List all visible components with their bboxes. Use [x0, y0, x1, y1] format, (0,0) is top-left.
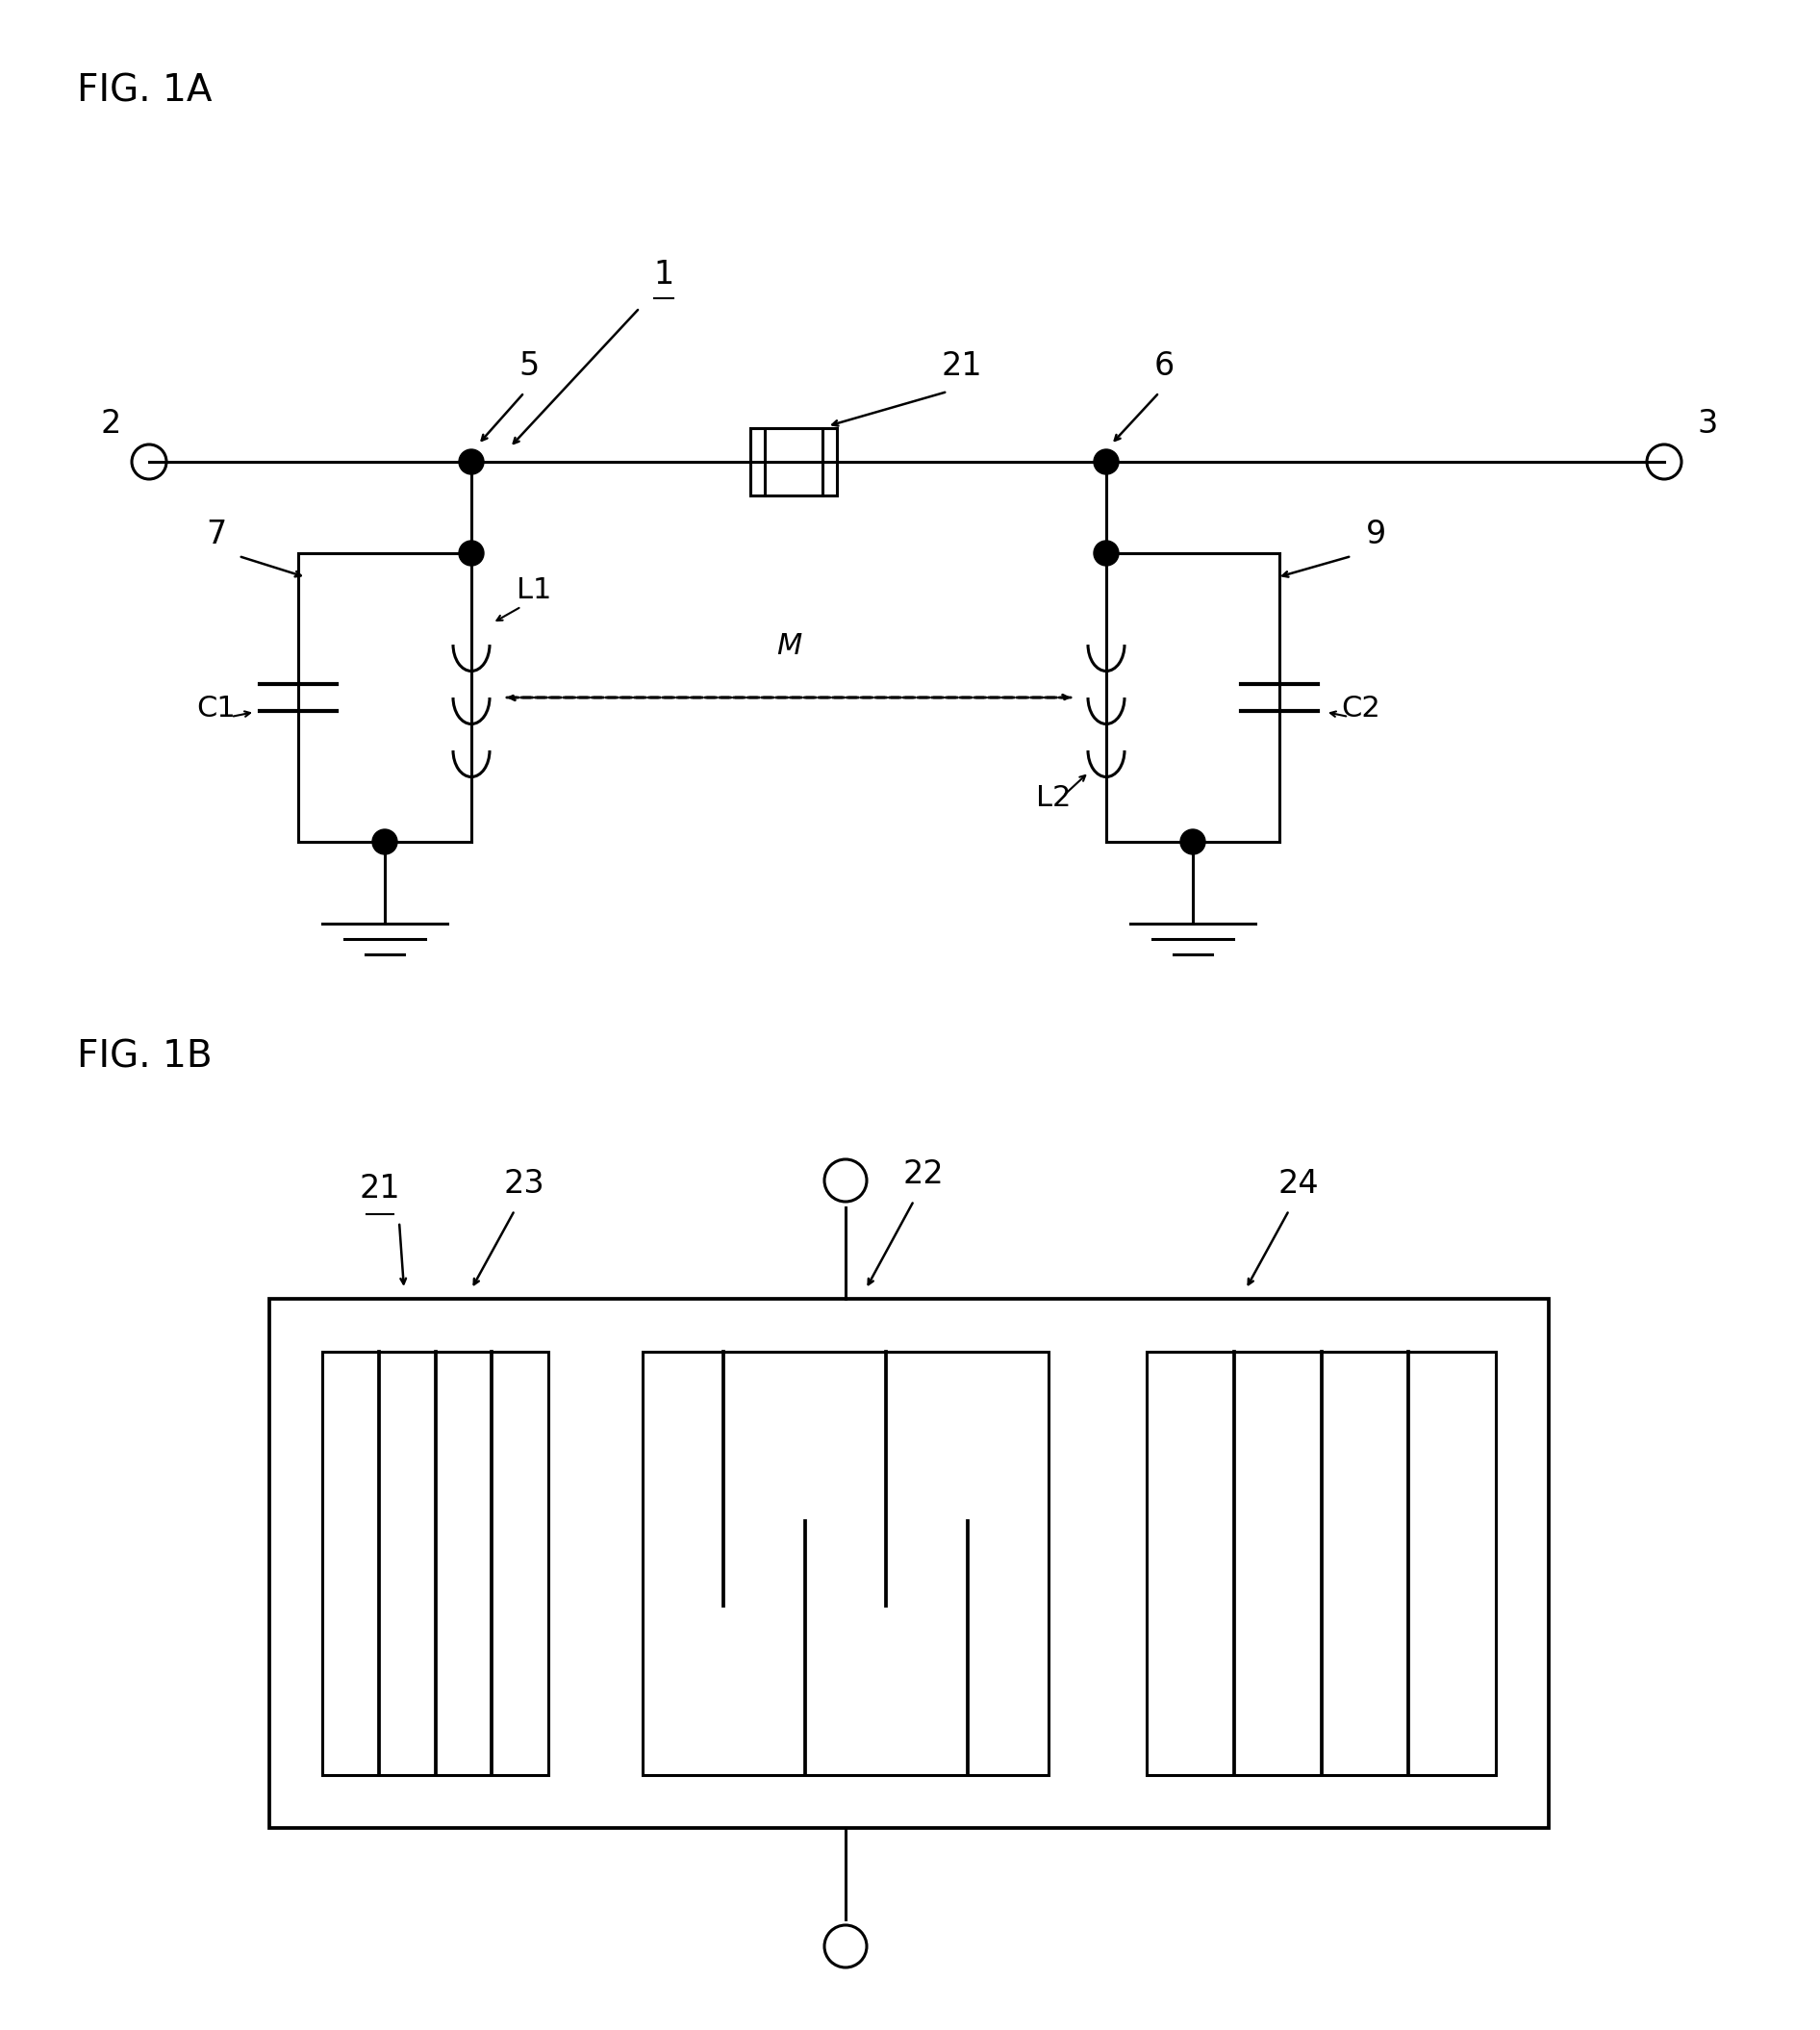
Text: 1: 1	[653, 258, 673, 290]
Text: L1: L1	[517, 577, 551, 605]
Text: M: M	[775, 631, 801, 660]
Text: FIG. 1B: FIG. 1B	[76, 1039, 213, 1076]
Text: 23: 23	[504, 1167, 544, 1200]
Text: 22: 22	[903, 1159, 945, 1190]
Circle shape	[1094, 449, 1119, 475]
Circle shape	[373, 830, 397, 855]
Text: 3: 3	[1698, 408, 1718, 441]
Bar	[322, 1352, 548, 1774]
Bar	[642, 1352, 1048, 1774]
Text: 7: 7	[206, 518, 228, 550]
Text: 21: 21	[941, 351, 983, 382]
Bar	[750, 428, 837, 495]
Circle shape	[1094, 540, 1119, 566]
Bar	[1147, 1352, 1496, 1774]
Circle shape	[459, 540, 484, 566]
Bar	[269, 1299, 1549, 1827]
Text: 9: 9	[1365, 518, 1385, 550]
Text: 5: 5	[519, 351, 539, 382]
Text: 24: 24	[1278, 1167, 1320, 1200]
Text: 2: 2	[100, 408, 120, 441]
Text: FIG. 1A: FIG. 1A	[76, 73, 213, 110]
Text: C1: C1	[197, 694, 237, 723]
Text: L2: L2	[1036, 784, 1070, 812]
Text: 6: 6	[1154, 351, 1174, 382]
Text: C2: C2	[1341, 694, 1381, 723]
Circle shape	[1181, 830, 1205, 855]
Text: 21: 21	[360, 1173, 400, 1204]
Circle shape	[459, 449, 484, 475]
